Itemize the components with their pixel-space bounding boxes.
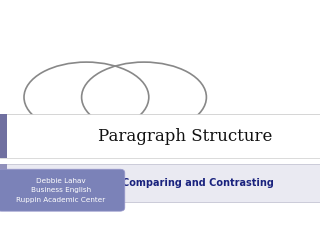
FancyBboxPatch shape: [0, 114, 320, 158]
Text: Comparing and Contrasting: Comparing and Contrasting: [123, 178, 274, 188]
FancyBboxPatch shape: [0, 164, 320, 202]
FancyBboxPatch shape: [0, 164, 7, 202]
FancyBboxPatch shape: [0, 169, 125, 211]
Text: Paragraph Structure: Paragraph Structure: [99, 128, 273, 145]
FancyBboxPatch shape: [0, 114, 7, 158]
Text: Debbie Lahav
Business English
Ruppin Academic Center: Debbie Lahav Business English Ruppin Aca…: [16, 178, 105, 203]
